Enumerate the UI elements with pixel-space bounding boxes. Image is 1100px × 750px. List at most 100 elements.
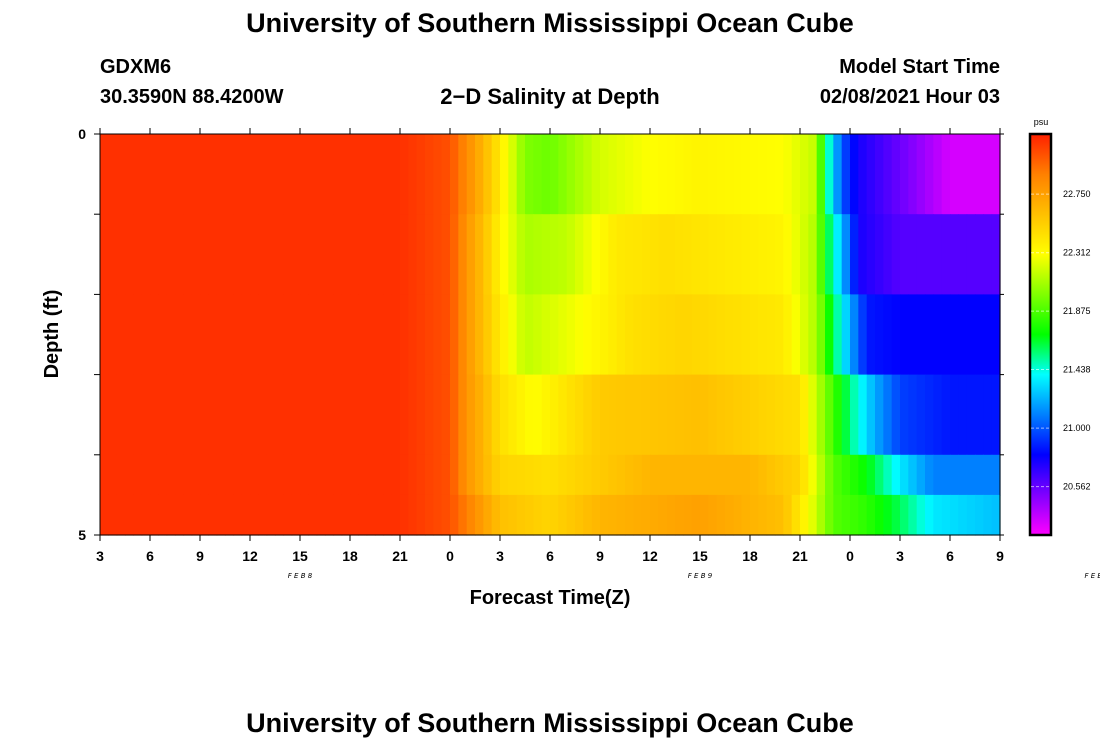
heatmap-cell	[491, 294, 501, 376]
heatmap-cell	[941, 134, 951, 215]
heatmap-cell	[950, 494, 959, 536]
heatmap-cell	[583, 134, 593, 215]
heatmap-cell	[208, 374, 218, 456]
heatmap-cell	[733, 374, 743, 456]
heatmap-cell	[533, 214, 543, 295]
station-id: GDXM6	[100, 56, 172, 78]
heatmap-cell	[808, 294, 818, 376]
heatmap-cell	[758, 494, 768, 536]
heatmap-cell	[508, 134, 518, 215]
heatmap-cell	[391, 134, 401, 215]
heatmap-cell	[150, 294, 159, 376]
heatmap-cell	[308, 294, 318, 376]
heatmap-cell	[466, 134, 476, 215]
heatmap-cell	[375, 374, 384, 456]
heatmap-cell	[916, 214, 926, 295]
heatmap-cell	[933, 374, 943, 456]
heatmap-cell	[258, 494, 268, 536]
heatmap-cell	[425, 214, 434, 295]
heatmap-cell	[666, 214, 676, 295]
heatmap-cell	[766, 374, 776, 456]
heatmap-cell	[875, 454, 884, 496]
heatmap-cell	[291, 134, 301, 215]
heatmap-cell	[491, 374, 501, 456]
x-tick-label: 6	[946, 548, 954, 564]
heatmap-cell	[125, 454, 134, 496]
x-axis-title: Forecast Time(Z)	[470, 587, 631, 609]
heatmap-cell	[800, 374, 809, 456]
heatmap-cell	[208, 454, 218, 496]
heatmap-cell	[216, 454, 226, 496]
heatmap-cell	[183, 454, 193, 496]
heatmap-cell	[783, 214, 793, 295]
heatmap-cell	[125, 134, 134, 215]
heatmap-cell	[741, 374, 751, 456]
heatmap-cell	[650, 214, 659, 295]
heatmap-cell	[591, 454, 601, 496]
heatmap-cell	[525, 374, 534, 456]
heatmap-cell	[933, 214, 943, 295]
heatmap-cell	[391, 214, 401, 295]
heatmap-cell	[825, 134, 834, 215]
heatmap-cell	[208, 294, 218, 376]
colorbar-tick-label: 22.312	[1063, 248, 1091, 258]
heatmap-cell	[725, 134, 734, 215]
heatmap-cell	[916, 374, 926, 456]
heatmap-cell	[858, 214, 868, 295]
heatmap-cell	[508, 294, 518, 376]
heatmap-cell	[783, 494, 793, 536]
heatmap-cell	[516, 294, 526, 376]
heatmap-cell	[550, 374, 559, 456]
heatmap-cell	[591, 494, 601, 536]
heatmap-cell	[925, 374, 934, 456]
heatmap-cell	[650, 294, 659, 376]
heatmap-cell	[241, 494, 251, 536]
axes: 3 6 9 12 15 18 21 0 3 6 9 12 15 18 21 0 3 6 9 F E B 8 F E B …	[78, 126, 1100, 580]
heatmap-cell	[816, 134, 826, 215]
heatmap-cell	[700, 214, 709, 295]
heatmap-cell	[708, 494, 718, 536]
heatmap-cell	[300, 454, 309, 496]
heatmap-cell	[550, 134, 559, 215]
heatmap-cell	[600, 494, 609, 536]
heatmap-cell	[750, 214, 759, 295]
heatmap-cell	[325, 494, 334, 536]
heatmap-cell	[775, 294, 784, 376]
heatmap-cell	[733, 454, 743, 496]
heatmap-cell	[483, 294, 493, 376]
heatmap-cell	[525, 214, 534, 295]
heatmap-cell	[766, 454, 776, 496]
heatmap-cell	[333, 134, 343, 215]
heatmap-cell	[691, 134, 701, 215]
heatmap-cell	[683, 294, 693, 376]
heatmap-cell	[466, 454, 476, 496]
heatmap-cell	[883, 294, 893, 376]
heatmap-cell	[741, 294, 751, 376]
heatmap-cell	[250, 374, 259, 456]
heatmap-cell	[941, 214, 951, 295]
heatmap-cell	[316, 374, 326, 456]
heatmap-cell	[675, 294, 684, 376]
heatmap-cell	[291, 214, 301, 295]
x-tick-label: 6	[546, 548, 554, 564]
heatmap-cell	[475, 494, 484, 536]
heatmap-cell	[116, 214, 126, 295]
heatmap-cell	[441, 494, 451, 536]
heatmap-cell	[441, 294, 451, 376]
heatmap-cell	[683, 374, 693, 456]
heatmap-cell	[433, 454, 443, 496]
heatmap-cell	[400, 214, 409, 295]
heatmap-cell	[133, 294, 143, 376]
heatmap-cell	[633, 214, 643, 295]
heatmap-cell	[258, 134, 268, 215]
heatmap-cell	[700, 374, 709, 456]
x-tick-label: 0	[446, 548, 454, 564]
heatmap-cell	[408, 214, 418, 295]
heatmap-cell	[533, 454, 543, 496]
x-tick-label: 6	[146, 548, 154, 564]
heatmap-cell	[816, 374, 826, 456]
heatmap-cell	[616, 494, 626, 536]
heatmap-cell	[525, 494, 534, 536]
heatmap-cell	[316, 494, 326, 536]
heatmap-cell	[350, 374, 359, 456]
